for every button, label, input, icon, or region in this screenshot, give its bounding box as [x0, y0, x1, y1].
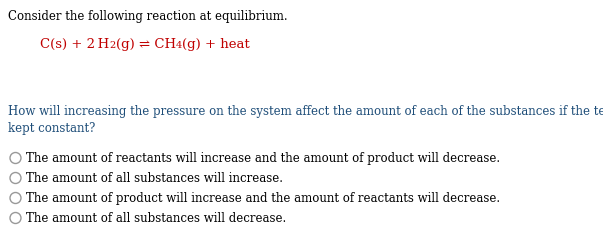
Text: C(s) + 2 H: C(s) + 2 H [40, 38, 109, 51]
Text: 2: 2 [109, 41, 116, 50]
Text: 4: 4 [175, 41, 182, 50]
Text: The amount of all substances will increase.: The amount of all substances will increa… [26, 171, 283, 184]
Text: The amount of all substances will decrease.: The amount of all substances will decrea… [26, 211, 286, 224]
Text: (g) + heat: (g) + heat [182, 38, 250, 51]
Text: The amount of product will increase and the amount of reactants will decrease.: The amount of product will increase and … [26, 191, 500, 204]
Text: The amount of reactants will increase and the amount of product will decrease.: The amount of reactants will increase an… [26, 152, 500, 164]
Text: Consider the following reaction at equilibrium.: Consider the following reaction at equil… [8, 10, 288, 23]
Text: (g) ⇌ CH: (g) ⇌ CH [116, 38, 175, 51]
Text: How will increasing the pressure on the system affect the amount of each of the : How will increasing the pressure on the … [8, 104, 603, 134]
